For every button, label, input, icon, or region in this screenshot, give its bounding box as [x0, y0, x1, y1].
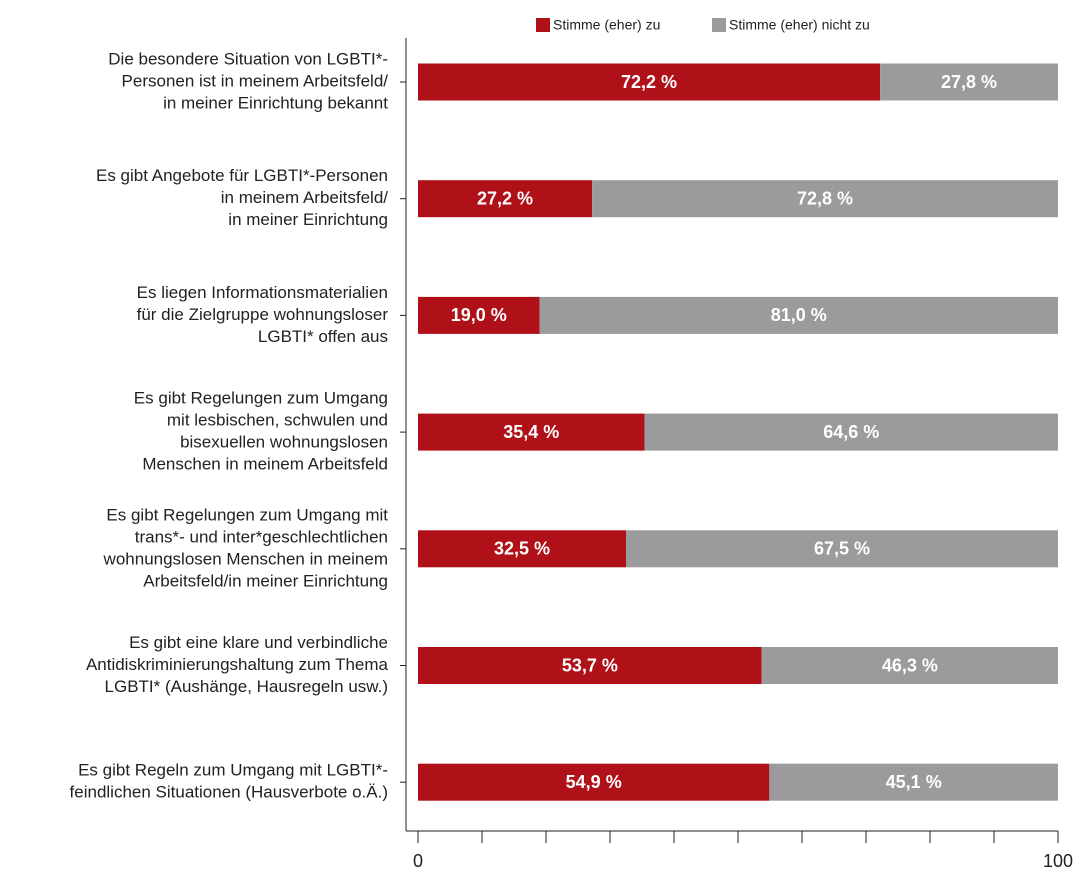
value-label: 54,9 % — [566, 772, 622, 792]
value-label: 27,2 % — [477, 188, 533, 208]
category-label: Personen ist in meinem Arbeitsfeld/ — [122, 71, 389, 90]
category-label: Menschen in meinem Arbeitsfeld — [142, 455, 388, 474]
bar-segment — [418, 180, 593, 218]
category-label: in meinem Arbeitsfeld/ — [221, 188, 389, 207]
value-label: 81,0 % — [771, 305, 827, 325]
category-label: Die besondere Situation von LGBTI*- — [108, 49, 388, 68]
bar-segment — [418, 763, 770, 801]
category-label: Es liegen Informationsmaterialien — [137, 283, 388, 302]
category-label: Es gibt Regeln zum Umgang mit LGBTI*- — [78, 761, 388, 780]
category-label: Arbeitsfeld/in meiner Einrichtung — [143, 571, 388, 590]
value-label: 72,2 % — [621, 72, 677, 92]
category-label: bisexuellen wohnungslosen — [180, 433, 388, 452]
category-label: Es gibt eine klare und verbindliche — [129, 633, 388, 652]
bar-segment — [626, 530, 1058, 568]
bar-segment — [761, 647, 1058, 684]
value-label: 53,7 % — [562, 655, 618, 675]
legend-swatch — [536, 18, 550, 32]
category-label: wohnungslosen Menschen in meinem — [103, 549, 388, 568]
value-label: 46,3 % — [882, 655, 938, 675]
bar-segment — [592, 180, 1058, 218]
value-label: 27,8 % — [941, 72, 997, 92]
x-tick-label: 0 — [413, 851, 423, 871]
legend-label: Stimme (eher) nicht zu — [729, 17, 870, 33]
x-tick-label: 100 — [1043, 851, 1073, 871]
category-label: Es gibt Regelungen zum Umgang — [134, 389, 388, 408]
value-label: 19,0 % — [451, 305, 507, 325]
category-label: trans*- und inter*geschlechtlichen — [135, 527, 388, 546]
category-label: Es gibt Regelungen zum Umgang mit — [106, 505, 388, 524]
category-label: in meiner Einrichtung bekannt — [163, 93, 388, 112]
category-label: in meiner Einrichtung — [228, 210, 388, 229]
category-label: feindlichen Situationen (Hausverbote o.Ä… — [70, 783, 388, 802]
value-label: 72,8 % — [797, 188, 853, 208]
bar-segment — [880, 63, 1058, 101]
bar-segment — [418, 530, 626, 568]
category-label: für die Zielgruppe wohnungsloser — [137, 305, 389, 324]
bar-segment — [418, 63, 881, 101]
category-label: Es gibt Angebote für LGBTI*-Personen — [96, 166, 388, 185]
value-label: 64,6 % — [823, 422, 879, 442]
bar-segment — [769, 763, 1058, 801]
value-label: 67,5 % — [814, 539, 870, 559]
category-label: LGBTI* (Aushänge, Hausregeln usw.) — [105, 677, 388, 696]
category-label: mit lesbischen, schwulen und — [167, 411, 388, 430]
category-label: LGBTI* offen aus — [258, 327, 388, 346]
category-label: Antidiskriminierungshaltung zum Thema — [86, 655, 389, 674]
legend-swatch — [712, 18, 726, 32]
bar-segment — [418, 296, 540, 334]
value-label: 45,1 % — [886, 772, 942, 792]
bar-segment — [418, 647, 762, 684]
value-label: 35,4 % — [503, 422, 559, 442]
legend-label: Stimme (eher) zu — [553, 17, 660, 33]
bar-segment — [418, 413, 645, 451]
bar-segment — [539, 296, 1058, 334]
value-label: 32,5 % — [494, 539, 550, 559]
bar-segment — [644, 413, 1058, 451]
